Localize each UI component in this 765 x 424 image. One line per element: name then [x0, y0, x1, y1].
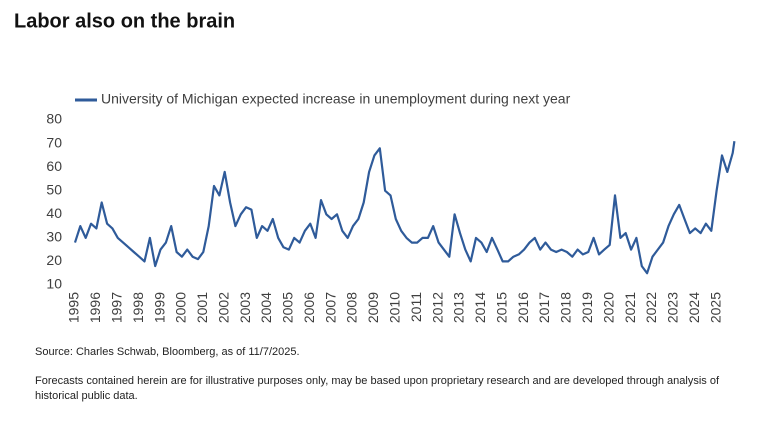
x-tick-label: 2019 [579, 292, 595, 323]
x-tick-label: 2014 [472, 292, 488, 323]
y-tick-label: 30 [46, 229, 62, 245]
y-tick-label: 10 [46, 276, 62, 292]
footnote: historical public data. [35, 390, 138, 402]
x-tick-label: 2018 [558, 292, 574, 323]
x-tick-label: 2025 [707, 292, 723, 323]
x-tick-label: 2006 [301, 292, 317, 323]
footnote: Forecasts contained herein are for illus… [35, 375, 720, 387]
x-tick-label: 2007 [322, 292, 338, 323]
x-tick-label: 2005 [280, 292, 296, 323]
x-tick-label: 1997 [108, 292, 124, 323]
x-tick-label: 2015 [493, 292, 509, 323]
x-tick-label: 2016 [515, 292, 531, 323]
x-tick-label: 2009 [365, 292, 381, 323]
chart-title: Labor also on the brain [14, 10, 235, 32]
x-tick-label: 2002 [215, 292, 231, 323]
x-tick-label: 2021 [622, 292, 638, 323]
x-tick-label: 2011 [408, 292, 424, 322]
x-tick-label: 2012 [429, 292, 445, 323]
x-tick-label: 1996 [87, 292, 103, 323]
y-tick-label: 80 [46, 111, 62, 127]
y-tick-label: 70 [46, 134, 62, 150]
x-tick-label: 2022 [643, 292, 659, 323]
x-tick-label: 1998 [130, 292, 146, 323]
x-tick-label: 2008 [344, 292, 360, 323]
x-tick-label: 2024 [686, 292, 702, 323]
y-tick-label: 60 [46, 158, 62, 174]
x-tick-label: 1999 [151, 292, 167, 323]
series-line [73, 141, 736, 275]
legend-label: University of Michigan expected increase… [101, 91, 571, 107]
x-tick-label: 2004 [258, 292, 274, 323]
source: Source: Charles Schwab, Bloomberg, as of… [35, 346, 300, 358]
x-tick-label: 2013 [451, 292, 467, 323]
x-tick-label: 2003 [237, 292, 253, 323]
y-tick-label: 40 [46, 205, 62, 221]
y-tick-label: 50 [46, 181, 62, 197]
y-tick-label: 20 [46, 252, 62, 268]
x-tick-label: 1995 [66, 292, 82, 323]
x-tick-label: 2017 [536, 292, 552, 323]
x-tick-label: 2000 [173, 292, 189, 323]
x-tick-label: 2023 [665, 292, 681, 323]
x-tick-label: 2020 [600, 292, 616, 323]
x-tick-label: 2010 [387, 292, 403, 323]
x-tick-label: 2001 [194, 292, 210, 323]
